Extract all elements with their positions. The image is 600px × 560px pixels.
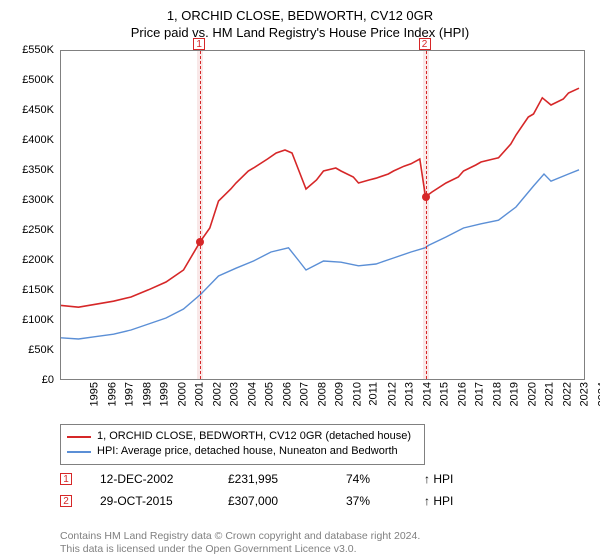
plot-area bbox=[60, 50, 585, 380]
x-tick-label: 2003 bbox=[228, 382, 240, 406]
legend-item-hpi: HPI: Average price, detached house, Nune… bbox=[67, 444, 418, 459]
x-tick-label: 2005 bbox=[263, 382, 275, 406]
y-tick-label: £0 bbox=[42, 374, 54, 386]
sale-price: £307,000 bbox=[228, 494, 318, 508]
x-tick-label: 1998 bbox=[141, 382, 153, 406]
x-tick-label: 2013 bbox=[403, 382, 415, 406]
y-tick-label: £250K bbox=[22, 224, 54, 236]
sales-table: 1 12-DEC-2002 £231,995 74% ↑ HPI 2 29-OCT-2015… bbox=[60, 468, 585, 512]
sale-row: 2 29-OCT-2015 £307,000 37% ↑ HPI bbox=[60, 490, 585, 512]
legend-label: HPI: Average price, detached house, Nune… bbox=[97, 444, 398, 459]
x-tick-label: 2021 bbox=[543, 382, 555, 406]
y-axis: £0£50K£100K£150K£200K£250K£300K£350K£400… bbox=[0, 50, 58, 380]
x-tick-label: 2011 bbox=[368, 382, 380, 406]
sale-pct: 74% bbox=[346, 472, 396, 486]
x-tick-label: 1995 bbox=[88, 382, 100, 406]
x-tick-label: 2007 bbox=[298, 382, 310, 406]
sale-dot bbox=[422, 193, 430, 201]
chart-area bbox=[60, 50, 585, 380]
legend-item-property: 1, ORCHID CLOSE, BEDWORTH, CV12 0GR (det… bbox=[67, 429, 418, 444]
sale-marker-box: 1 bbox=[193, 38, 205, 50]
footnote-line: Contains HM Land Registry data © Crown c… bbox=[60, 530, 560, 543]
x-tick-label: 2002 bbox=[211, 382, 223, 406]
sale-dot bbox=[196, 238, 204, 246]
series-property bbox=[61, 88, 579, 307]
x-tick-label: 2012 bbox=[386, 382, 398, 406]
y-tick-label: £350K bbox=[22, 164, 54, 176]
series-hpi bbox=[61, 170, 579, 339]
sale-date: 29-OCT-2015 bbox=[100, 494, 200, 508]
title-address: 1, ORCHID CLOSE, BEDWORTH, CV12 0GR bbox=[0, 8, 600, 25]
title-block: 1, ORCHID CLOSE, BEDWORTH, CV12 0GR Pric… bbox=[0, 0, 600, 42]
x-tick-label: 2020 bbox=[526, 382, 538, 406]
sale-arrow: ↑ HPI bbox=[424, 494, 474, 508]
sale-row-marker: 1 bbox=[60, 473, 72, 485]
sale-marker-box: 2 bbox=[419, 38, 431, 50]
x-tick-label: 2019 bbox=[508, 382, 520, 406]
sale-row-marker: 2 bbox=[60, 495, 72, 507]
x-tick-label: 2018 bbox=[491, 382, 503, 406]
y-tick-label: £100K bbox=[22, 314, 54, 326]
legend-label: 1, ORCHID CLOSE, BEDWORTH, CV12 0GR (det… bbox=[97, 429, 411, 444]
footnote-line: This data is licensed under the Open Gov… bbox=[60, 543, 560, 556]
footnote: Contains HM Land Registry data © Crown c… bbox=[60, 530, 560, 556]
sale-marker-line bbox=[426, 51, 427, 379]
chart-container: 1, ORCHID CLOSE, BEDWORTH, CV12 0GR Pric… bbox=[0, 0, 600, 560]
x-tick-label: 2023 bbox=[578, 382, 590, 406]
x-tick-label: 1997 bbox=[123, 382, 135, 406]
sale-marker-line bbox=[200, 51, 201, 379]
legend: 1, ORCHID CLOSE, BEDWORTH, CV12 0GR (det… bbox=[60, 424, 425, 465]
sale-pct: 37% bbox=[346, 494, 396, 508]
x-tick-label: 2001 bbox=[193, 382, 205, 406]
x-tick-label: 2015 bbox=[438, 382, 450, 406]
y-tick-label: £450K bbox=[22, 104, 54, 116]
x-tick-label: 2022 bbox=[561, 382, 573, 406]
x-tick-label: 2010 bbox=[351, 382, 363, 406]
sale-date: 12-DEC-2002 bbox=[100, 472, 200, 486]
x-tick-label: 2004 bbox=[246, 382, 258, 406]
x-tick-label: 2008 bbox=[316, 382, 328, 406]
y-tick-label: £500K bbox=[22, 74, 54, 86]
legend-swatch bbox=[67, 451, 91, 453]
x-tick-label: 2017 bbox=[473, 382, 485, 406]
x-axis: 1995 1996 1997 1998 1999 2000 2001 2002 2003 2004… bbox=[60, 382, 585, 422]
y-tick-label: £50K bbox=[28, 344, 54, 356]
legend-swatch bbox=[67, 436, 91, 438]
y-tick-label: £400K bbox=[22, 134, 54, 146]
y-tick-label: £550K bbox=[22, 44, 54, 56]
x-tick-label: 1999 bbox=[158, 382, 170, 406]
x-tick-label: 2024 bbox=[596, 382, 600, 406]
y-tick-label: £150K bbox=[22, 284, 54, 296]
line-series bbox=[61, 51, 585, 380]
x-tick-label: 2006 bbox=[281, 382, 293, 406]
sale-price: £231,995 bbox=[228, 472, 318, 486]
title-subtitle: Price paid vs. HM Land Registry's House … bbox=[0, 25, 600, 42]
sale-arrow: ↑ HPI bbox=[424, 472, 474, 486]
y-tick-label: £300K bbox=[22, 194, 54, 206]
x-tick-label: 2009 bbox=[333, 382, 345, 406]
y-tick-label: £200K bbox=[22, 254, 54, 266]
x-tick-label: 2016 bbox=[456, 382, 468, 406]
sale-row: 1 12-DEC-2002 £231,995 74% ↑ HPI bbox=[60, 468, 585, 490]
x-tick-label: 2014 bbox=[421, 382, 433, 406]
x-tick-label: 2000 bbox=[176, 382, 188, 406]
x-tick-label: 1996 bbox=[106, 382, 118, 406]
